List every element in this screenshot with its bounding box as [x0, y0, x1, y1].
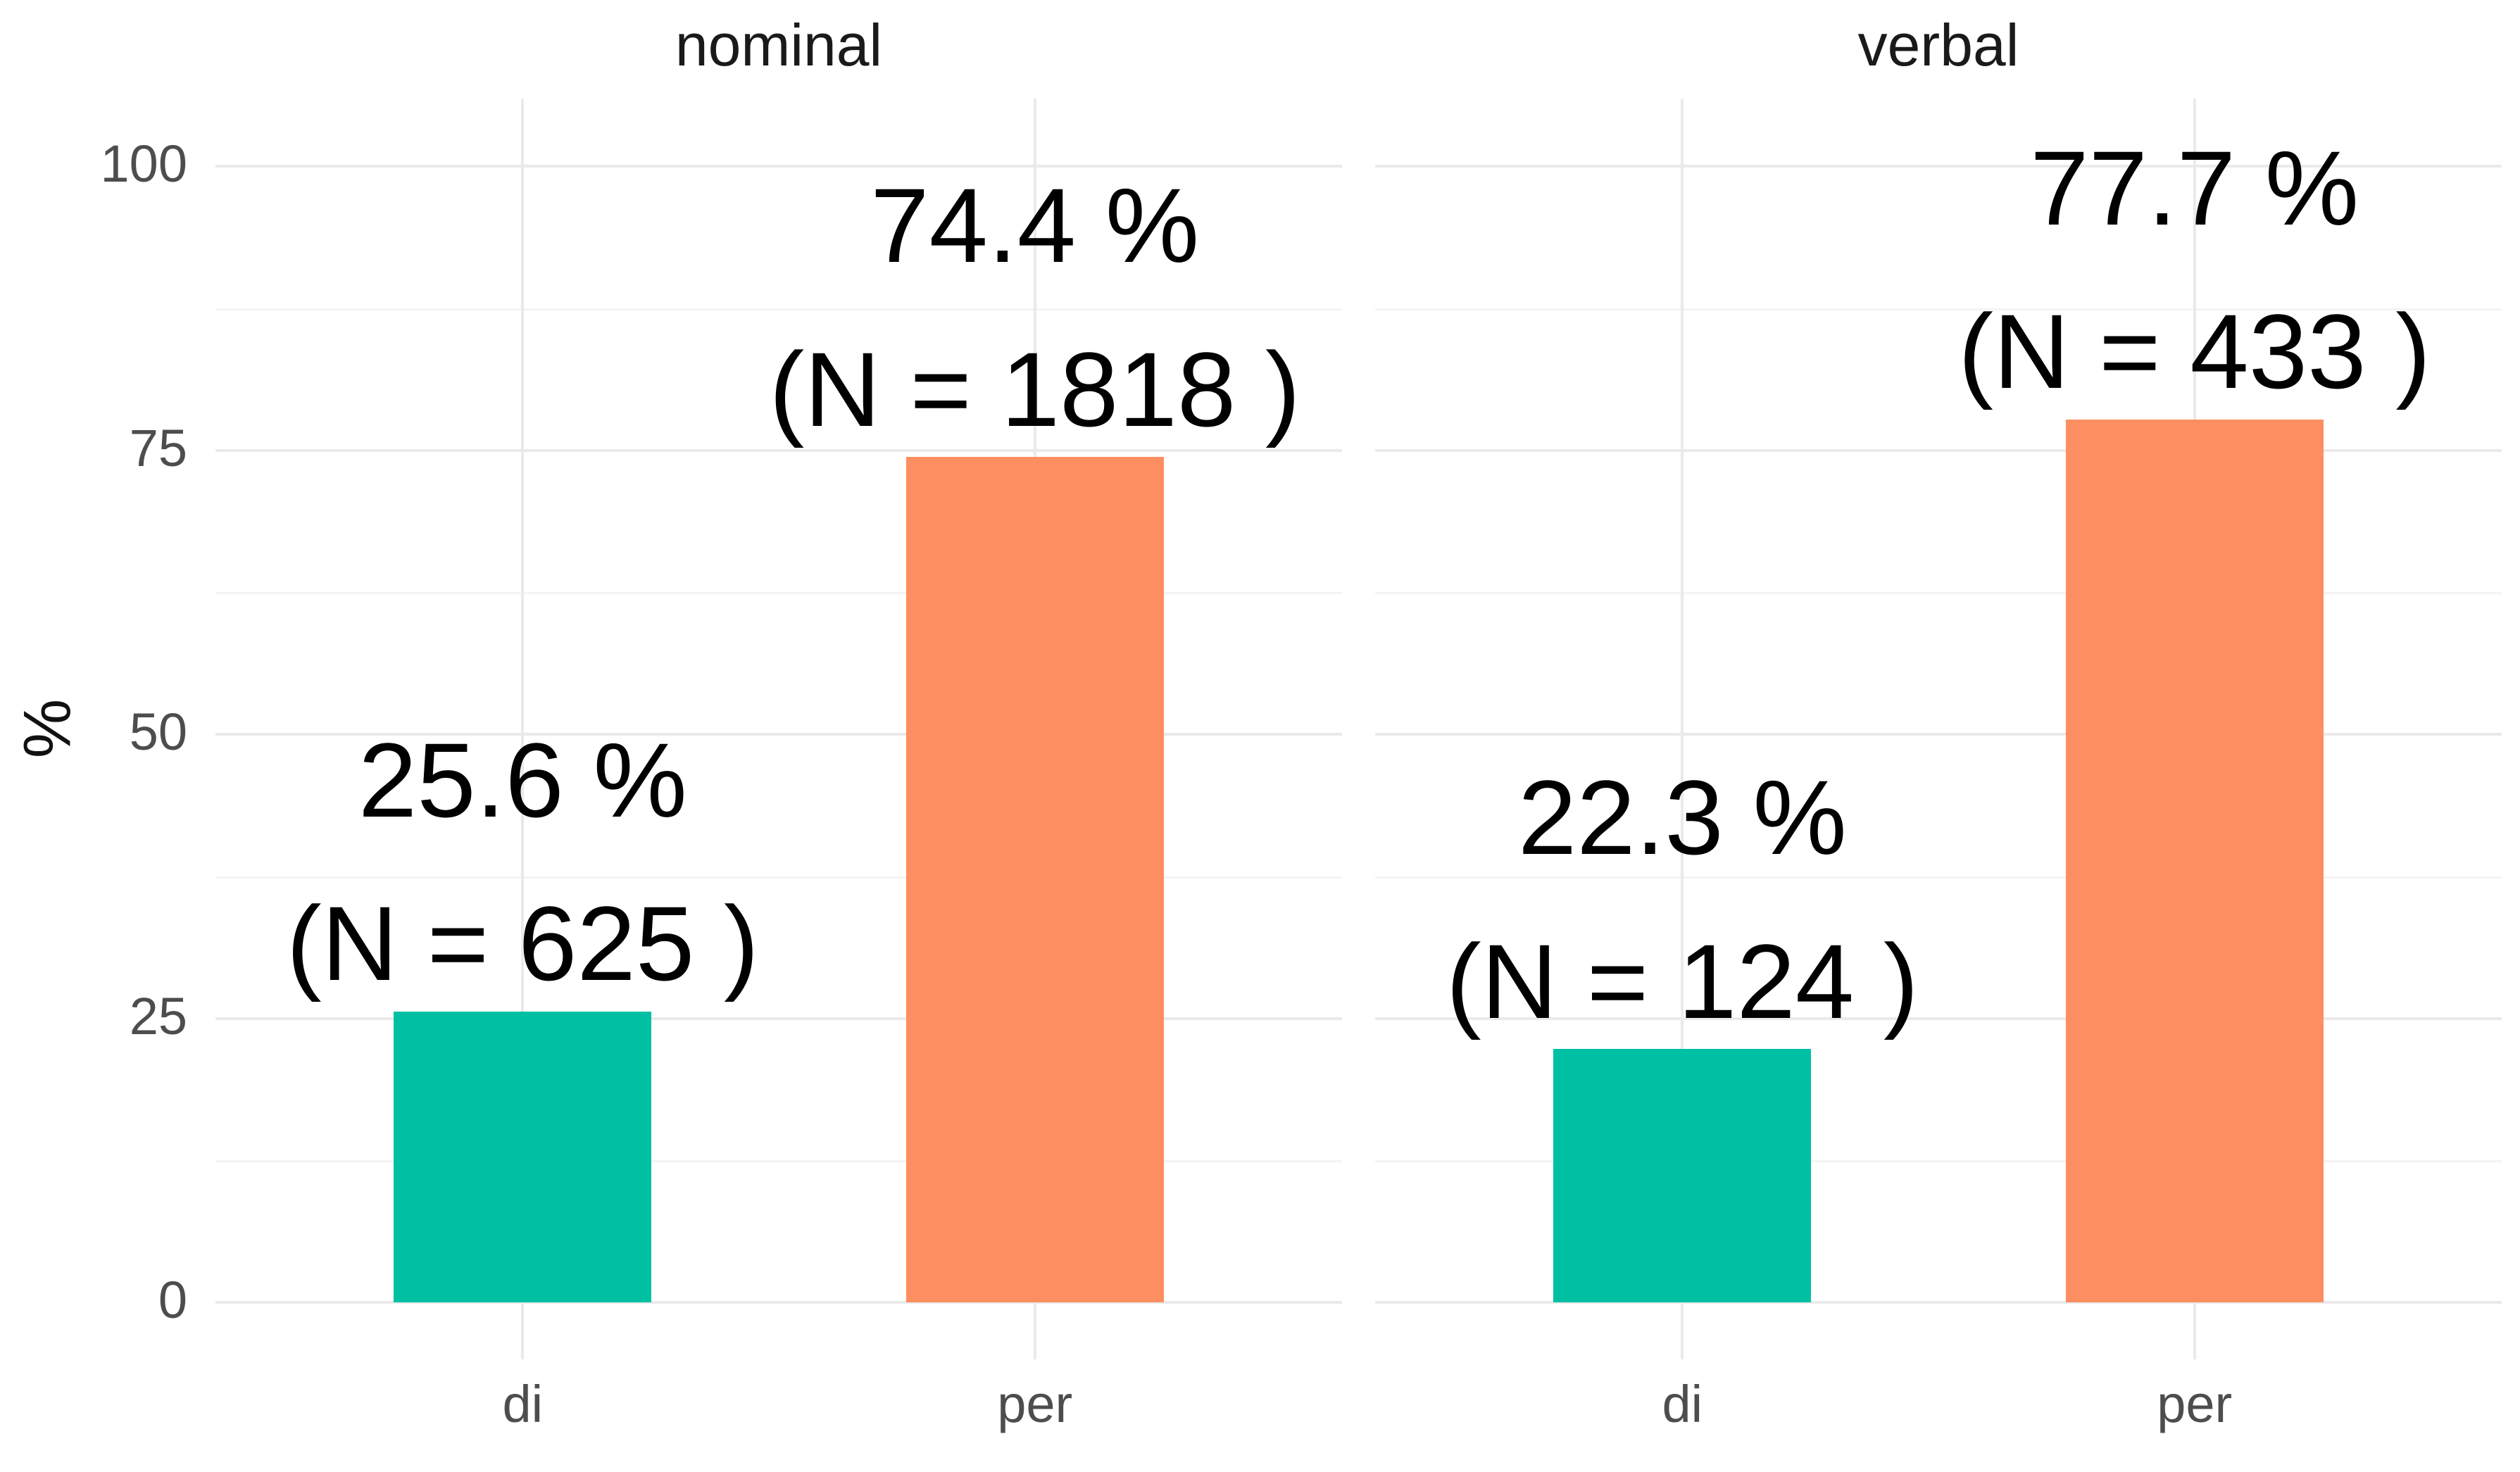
gridline-major — [1375, 448, 2502, 452]
x-tick-label-verbal-per: per — [2157, 1375, 2233, 1433]
facet-nominal: nominal 25.6 % (N = 625 ) 74.4 % (N = 18… — [215, 0, 1342, 1472]
y-tick-label-75: 75 — [129, 419, 187, 478]
gridline-minor — [215, 308, 1342, 310]
gridline-minor — [215, 592, 1342, 595]
bar-label-nominal-di: 25.6 % (N = 625 ) — [135, 698, 910, 1026]
bar-label-verbal-di: 22.3 % (N = 124 ) — [1295, 736, 2069, 1063]
x-tick-label-nominal-per: per — [997, 1375, 1073, 1433]
gridline-major — [1375, 1301, 2502, 1304]
gridline-minor — [1375, 1160, 2502, 1163]
x-tick-label-verbal-di: di — [1662, 1375, 1703, 1433]
bar-label-percent: 74.4 % — [870, 166, 1200, 285]
bar-label-nominal-per: 74.4 % (N = 1818 ) — [648, 144, 1422, 471]
plot-panel-verbal: 22.3 % (N = 124 ) 77.7 % (N = 433 ) — [1375, 99, 2502, 1359]
gridline-major — [1375, 165, 2502, 168]
gridline-vertical — [521, 99, 525, 1359]
facet-title-nominal: nominal — [675, 12, 883, 78]
bar-label-verbal-per: 77.7 % (N = 433 ) — [1807, 106, 2520, 434]
gridline-major — [1375, 1017, 2502, 1020]
gridline-major — [215, 165, 1342, 168]
gridline-minor — [215, 1160, 1342, 1163]
bar-label-n: (N = 433 ) — [1958, 292, 2431, 411]
bar-nominal-di — [394, 1011, 652, 1302]
bar-label-n: (N = 1818 ) — [769, 329, 1300, 448]
y-tick-label-25: 25 — [129, 987, 187, 1046]
gridline-minor — [1375, 876, 2502, 879]
bar-nominal-per — [905, 457, 1164, 1302]
gridline-vertical — [1681, 99, 1684, 1359]
gridline-major — [215, 1017, 1342, 1020]
y-tick-label-50: 50 — [129, 703, 187, 762]
bar-label-percent: 77.7 % — [2030, 128, 2359, 247]
x-tick-label-nominal-di: di — [502, 1375, 544, 1433]
facet-title-verbal: verbal — [1857, 12, 2019, 78]
y-tick-label-100: 100 — [100, 134, 187, 194]
bar-label-n: (N = 625 ) — [286, 884, 759, 1003]
gridline-minor — [1375, 592, 2502, 595]
gridline-major — [1375, 733, 2502, 736]
y-tick-label-0: 0 — [158, 1271, 187, 1330]
bar-label-n: (N = 124 ) — [1446, 921, 1919, 1040]
gridline-major — [215, 1301, 1342, 1304]
gridline-major — [215, 448, 1342, 452]
gridline-major — [215, 733, 1342, 736]
facet-verbal: verbal 22.3 % (N = 124 ) 77.7 % (N = 433… — [1375, 0, 2502, 1472]
bar-label-percent: 22.3 % — [1517, 758, 1847, 877]
bar-verbal-per — [2065, 419, 2324, 1302]
bar-label-percent: 25.6 % — [358, 720, 687, 839]
gridline-minor — [1375, 308, 2502, 310]
gridline-minor — [215, 876, 1342, 879]
bar-verbal-di — [1553, 1049, 1812, 1302]
plot-panel-nominal: 25.6 % (N = 625 ) 74.4 % (N = 1818 ) — [215, 99, 1342, 1359]
